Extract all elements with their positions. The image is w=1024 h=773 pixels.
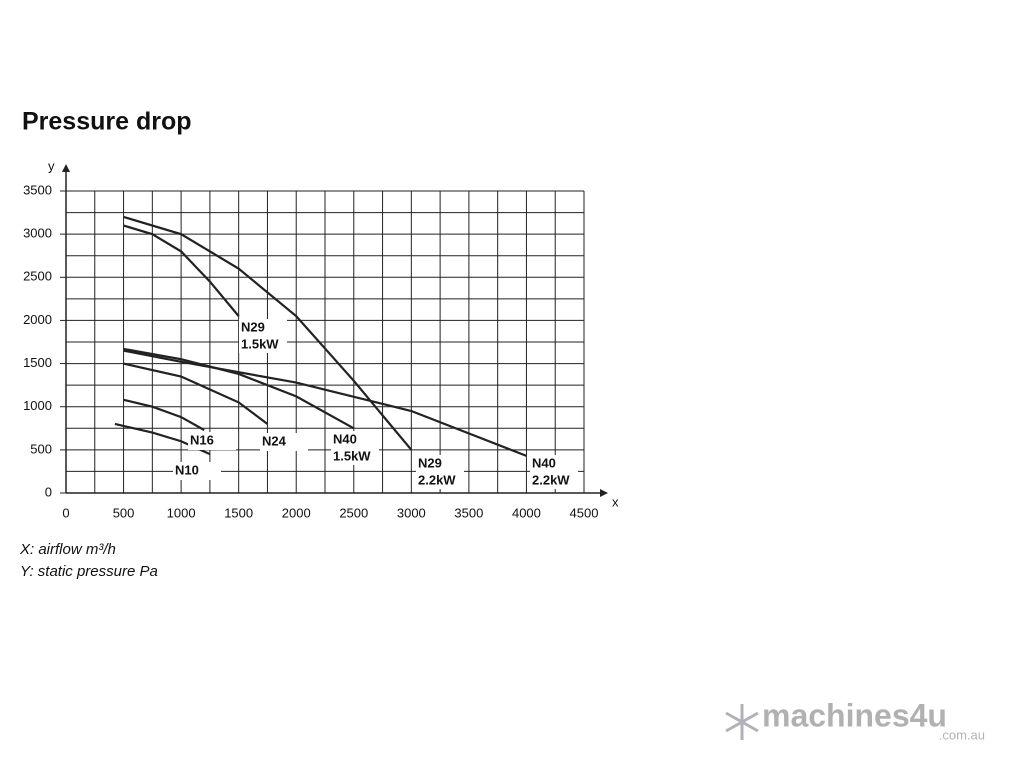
- label-bg: [260, 433, 308, 451]
- x-tick-label: 4000: [512, 505, 541, 520]
- series-line: [123, 398, 205, 431]
- label-bg: [331, 431, 379, 465]
- watermark-domain: .com.au: [939, 727, 985, 742]
- series-label: N40: [333, 431, 357, 446]
- y-tick-label: 1500: [23, 355, 52, 370]
- series-line: [123, 224, 240, 317]
- x-tick-label: 1500: [224, 505, 253, 520]
- watermark: machines4u .com.au: [725, 697, 985, 742]
- y-tick-label: 500: [30, 441, 52, 456]
- x-tick-label: 0: [62, 505, 69, 520]
- x-axis-label: x: [612, 494, 619, 509]
- y-axis-arrow: [62, 164, 70, 172]
- series-line: [123, 362, 269, 425]
- series-label: N24: [262, 433, 287, 448]
- series-label: N10: [175, 462, 199, 477]
- y-tick-label: 3500: [23, 182, 52, 197]
- label-bg: [530, 455, 578, 489]
- label-bg: [239, 319, 287, 353]
- x-axis-arrow: [600, 489, 608, 497]
- y-tick-label: 2500: [23, 269, 52, 284]
- label-bg: [416, 455, 464, 489]
- x-tick-label: 4500: [570, 505, 599, 520]
- logo-icon: [725, 704, 759, 740]
- note: Y: static pressure Pa: [20, 563, 158, 580]
- note: X: airflow m³/h: [19, 541, 116, 558]
- watermark-brand: machines4u: [762, 697, 947, 733]
- series-label: N29: [418, 455, 442, 470]
- x-tick-label: 2000: [282, 505, 311, 520]
- series-label: N40: [532, 455, 556, 470]
- series-label: 1.5kW: [241, 336, 279, 351]
- x-tick-label: 3000: [397, 505, 426, 520]
- series-line: [123, 349, 527, 457]
- series-label: N29: [241, 319, 265, 334]
- chart-title: Pressure drop: [22, 108, 192, 136]
- label-bg: [173, 462, 221, 480]
- x-tick-label: 1000: [167, 505, 196, 520]
- y-tick-label: 3000: [23, 226, 52, 241]
- x-tick-label: 500: [113, 505, 135, 520]
- series-label: 2.2kW: [418, 472, 456, 487]
- x-tick-label: 2500: [339, 505, 368, 520]
- label-bg: [188, 432, 236, 450]
- y-tick-label: 0: [45, 484, 52, 499]
- y-axis-label: y: [48, 158, 55, 173]
- y-tick-label: 2000: [23, 312, 52, 327]
- series-label: 2.2kW: [532, 472, 570, 487]
- x-tick-label: 3500: [454, 505, 483, 520]
- series-line: [123, 347, 355, 430]
- series-label: N16: [190, 432, 214, 447]
- y-tick-label: 1000: [23, 398, 52, 413]
- series-label: 1.5kW: [333, 448, 371, 463]
- series-line: [123, 215, 413, 451]
